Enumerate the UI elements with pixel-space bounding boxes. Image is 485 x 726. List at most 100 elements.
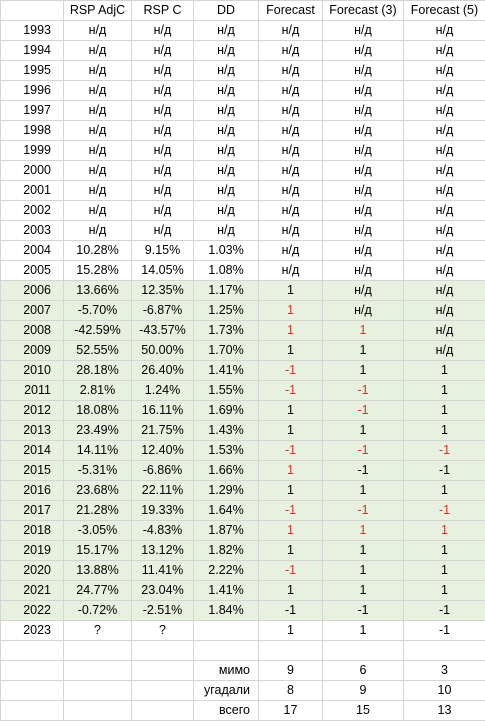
dd-cell[interactable]: 1.87% — [193, 520, 259, 541]
forecast-cell[interactable]: н/д — [258, 80, 323, 101]
forecast-3-cell[interactable]: 1 — [322, 580, 404, 601]
year-cell[interactable]: 2020 — [0, 560, 64, 581]
summary-forecast-5-cell[interactable]: 13 — [403, 700, 485, 721]
forecast-cell[interactable]: 1 — [258, 520, 323, 541]
rsp-c-cell[interactable]: н/д — [131, 160, 194, 181]
year-cell[interactable]: 2017 — [0, 500, 64, 521]
summary-forecast-cell[interactable]: 8 — [258, 680, 323, 701]
rsp-adjc-cell[interactable]: 52.55% — [63, 340, 132, 361]
rsp-c-cell[interactable]: 19.33% — [131, 500, 194, 521]
empty-cell[interactable] — [131, 660, 194, 681]
empty-cell[interactable] — [258, 640, 323, 661]
rsp-adjc-cell[interactable]: н/д — [63, 160, 132, 181]
rsp-c-cell[interactable]: 23.04% — [131, 580, 194, 601]
forecast-3-cell[interactable]: н/д — [322, 100, 404, 121]
rsp-adjc-cell[interactable]: н/д — [63, 60, 132, 81]
year-cell[interactable]: 2018 — [0, 520, 64, 541]
year-cell[interactable]: 2009 — [0, 340, 64, 361]
forecast-cell[interactable]: 1 — [258, 320, 323, 341]
forecast-5-cell[interactable]: 1 — [403, 540, 485, 561]
forecast-cell[interactable]: 1 — [258, 300, 323, 321]
forecast-cell[interactable]: 1 — [258, 460, 323, 481]
rsp-c-cell[interactable]: 21.75% — [131, 420, 194, 441]
year-cell[interactable]: 2023 — [0, 620, 64, 641]
forecast-5-cell[interactable]: 1 — [403, 520, 485, 541]
forecast-3-cell[interactable]: -1 — [322, 600, 404, 621]
forecast-5-cell[interactable]: н/д — [403, 20, 485, 41]
forecast-5-cell[interactable]: -1 — [403, 460, 485, 481]
year-cell[interactable]: 2005 — [0, 260, 64, 281]
dd-cell[interactable]: н/д — [193, 180, 259, 201]
forecast-3-cell[interactable]: н/д — [322, 200, 404, 221]
rsp-c-cell[interactable]: 1.24% — [131, 380, 194, 401]
summary-forecast-5-cell[interactable]: 10 — [403, 680, 485, 701]
rsp-c-cell[interactable]: ? — [131, 620, 194, 641]
forecast-cell[interactable]: -1 — [258, 600, 323, 621]
dd-cell[interactable]: 1.73% — [193, 320, 259, 341]
year-cell[interactable]: 2000 — [0, 160, 64, 181]
forecast-3-cell[interactable]: н/д — [322, 60, 404, 81]
rsp-c-cell[interactable]: 13.12% — [131, 540, 194, 561]
forecast-3-cell[interactable]: 1 — [322, 560, 404, 581]
rsp-c-cell[interactable]: -6.86% — [131, 460, 194, 481]
forecast-3-cell[interactable]: -1 — [322, 440, 404, 461]
rsp-adjc-cell[interactable]: -5.70% — [63, 300, 132, 321]
rsp-adjc-cell[interactable]: 15.17% — [63, 540, 132, 561]
year-cell[interactable]: 2019 — [0, 540, 64, 561]
empty-cell[interactable] — [63, 680, 132, 701]
header-cell-forecast[interactable]: Forecast — [258, 0, 323, 21]
year-cell[interactable]: 2021 — [0, 580, 64, 601]
forecast-5-cell[interactable]: н/д — [403, 40, 485, 61]
empty-cell[interactable] — [403, 640, 485, 661]
dd-cell[interactable]: 1.53% — [193, 440, 259, 461]
year-cell[interactable]: 2002 — [0, 200, 64, 221]
summary-forecast-cell[interactable]: 9 — [258, 660, 323, 681]
forecast-5-cell[interactable]: н/д — [403, 200, 485, 221]
year-cell[interactable]: 2001 — [0, 180, 64, 201]
rsp-adjc-cell[interactable]: 24.77% — [63, 580, 132, 601]
rsp-c-cell[interactable]: н/д — [131, 20, 194, 41]
year-cell[interactable]: 2003 — [0, 220, 64, 241]
rsp-adjc-cell[interactable]: 23.49% — [63, 420, 132, 441]
forecast-cell[interactable]: н/д — [258, 100, 323, 121]
year-cell[interactable]: 2013 — [0, 420, 64, 441]
rsp-c-cell[interactable]: -6.87% — [131, 300, 194, 321]
year-cell[interactable]: 2014 — [0, 440, 64, 461]
forecast-3-cell[interactable]: н/д — [322, 220, 404, 241]
summary-forecast-5-cell[interactable]: 3 — [403, 660, 485, 681]
year-cell[interactable]: 1997 — [0, 100, 64, 121]
year-cell[interactable]: 1998 — [0, 120, 64, 141]
forecast-3-cell[interactable]: н/д — [322, 280, 404, 301]
forecast-3-cell[interactable]: н/д — [322, 120, 404, 141]
forecast-5-cell[interactable]: н/д — [403, 140, 485, 161]
forecast-cell[interactable]: -1 — [258, 380, 323, 401]
dd-cell[interactable]: 1.03% — [193, 240, 259, 261]
forecast-3-cell[interactable]: н/д — [322, 160, 404, 181]
dd-cell[interactable]: н/д — [193, 20, 259, 41]
dd-cell[interactable]: 1.69% — [193, 400, 259, 421]
forecast-5-cell[interactable]: -1 — [403, 620, 485, 641]
rsp-adjc-cell[interactable]: н/д — [63, 100, 132, 121]
year-cell[interactable]: 1999 — [0, 140, 64, 161]
dd-cell[interactable]: 1.17% — [193, 280, 259, 301]
rsp-c-cell[interactable]: -2.51% — [131, 600, 194, 621]
year-cell[interactable]: 2022 — [0, 600, 64, 621]
forecast-5-cell[interactable]: 1 — [403, 580, 485, 601]
rsp-c-cell[interactable]: н/д — [131, 220, 194, 241]
dd-cell[interactable]: 1.66% — [193, 460, 259, 481]
rsp-adjc-cell[interactable]: -5.31% — [63, 460, 132, 481]
forecast-3-cell[interactable]: н/д — [322, 40, 404, 61]
forecast-cell[interactable]: -1 — [258, 440, 323, 461]
dd-cell[interactable]: н/д — [193, 100, 259, 121]
rsp-c-cell[interactable]: 26.40% — [131, 360, 194, 381]
year-cell[interactable]: 2010 — [0, 360, 64, 381]
empty-cell[interactable] — [131, 640, 194, 661]
forecast-cell[interactable]: -1 — [258, 360, 323, 381]
forecast-3-cell[interactable]: н/д — [322, 140, 404, 161]
rsp-c-cell[interactable]: 9.15% — [131, 240, 194, 261]
rsp-c-cell[interactable]: н/д — [131, 120, 194, 141]
forecast-5-cell[interactable]: н/д — [403, 240, 485, 261]
forecast-3-cell[interactable]: 1 — [322, 340, 404, 361]
rsp-adjc-cell[interactable]: н/д — [63, 120, 132, 141]
dd-cell[interactable]: 1.84% — [193, 600, 259, 621]
